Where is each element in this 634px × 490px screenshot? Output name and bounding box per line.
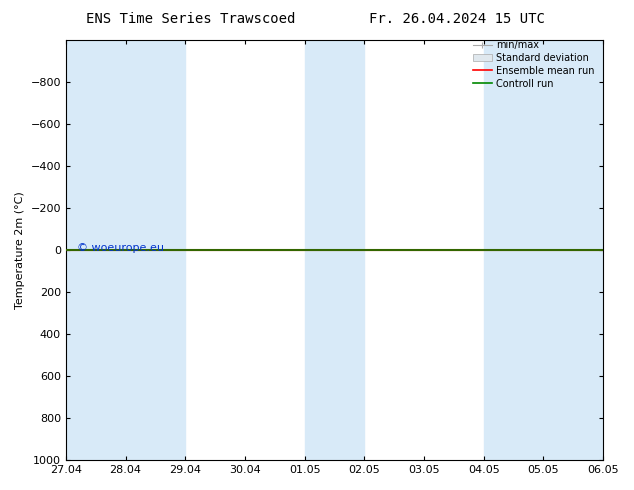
Text: Fr. 26.04.2024 15 UTC: Fr. 26.04.2024 15 UTC <box>368 12 545 26</box>
Bar <box>484 40 603 460</box>
Text: ENS Time Series Trawscoed: ENS Time Series Trawscoed <box>86 12 295 26</box>
Bar <box>305 40 365 460</box>
Bar <box>66 40 185 460</box>
Y-axis label: Temperature 2m (°C): Temperature 2m (°C) <box>15 191 25 309</box>
Legend: min/max, Standard deviation, Ensemble mean run, Controll run: min/max, Standard deviation, Ensemble me… <box>469 36 598 93</box>
Text: © woeurope.eu: © woeurope.eu <box>77 243 164 253</box>
